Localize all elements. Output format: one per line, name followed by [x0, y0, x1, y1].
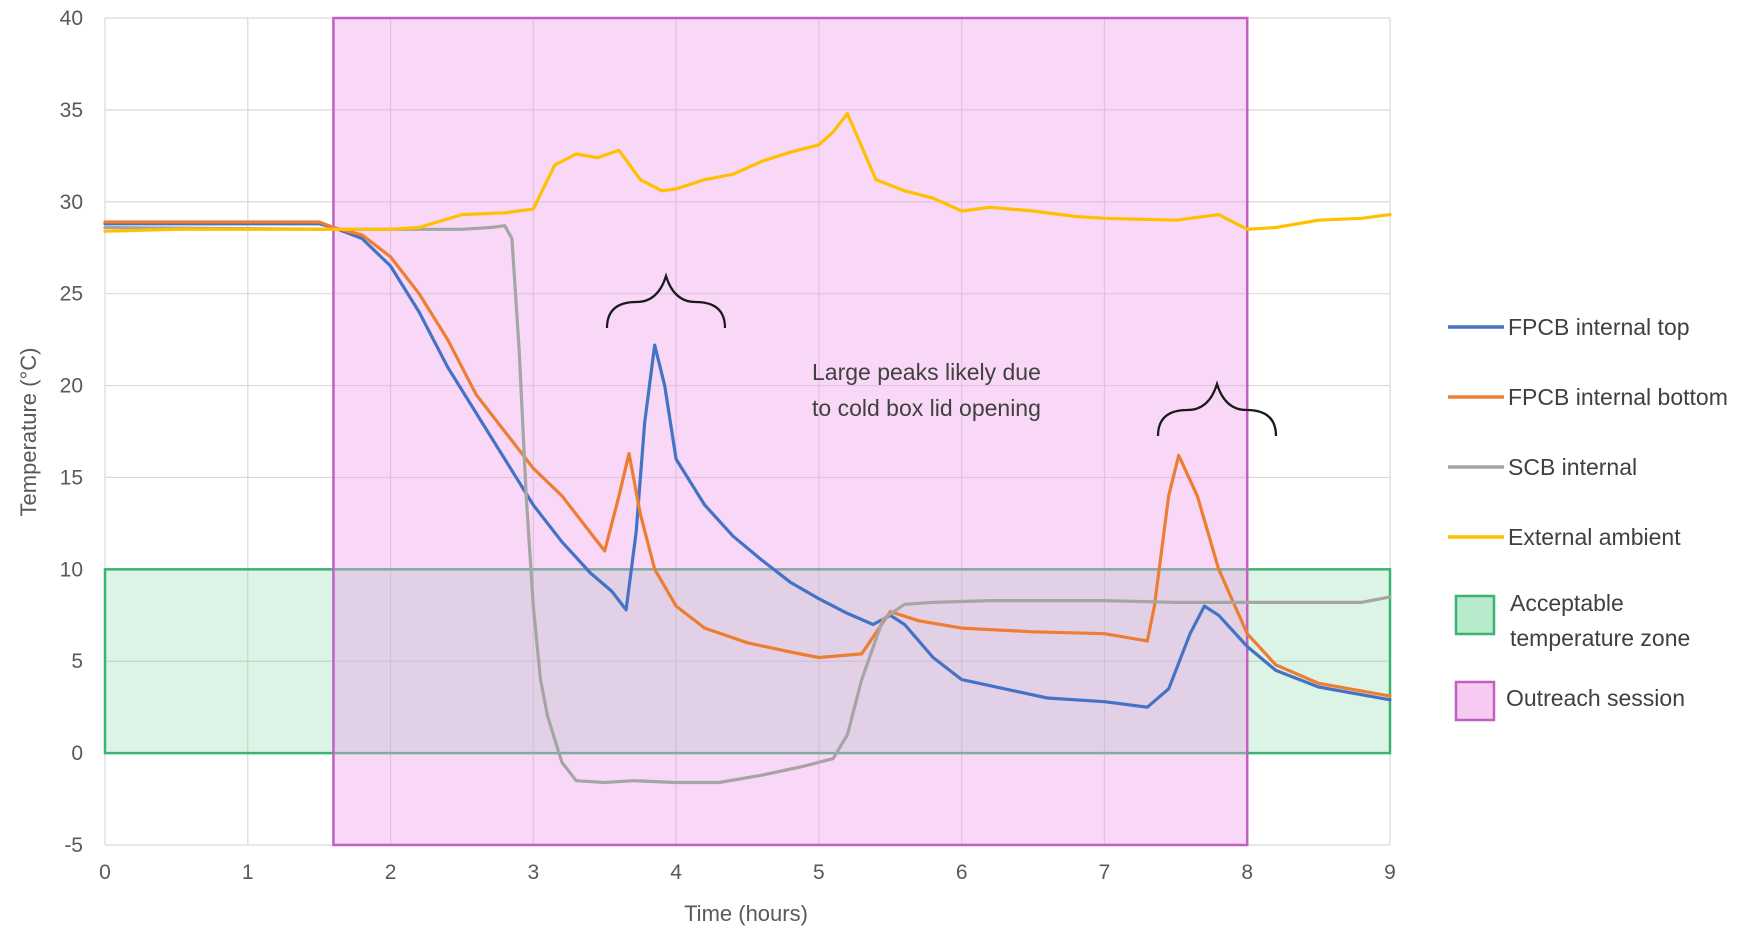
annotation-text: Large peaks likely due to cold box lid o… [812, 359, 1047, 421]
series-line-0 [103, 222, 1392, 709]
legend-label: FPCB internal bottom [1508, 384, 1728, 410]
x-tick-label: 3 [527, 861, 539, 884]
y-tick-label: 20 [60, 375, 83, 398]
curly-brace [605, 272, 727, 329]
grid [104, 17, 1391, 846]
legend-label-zone-line-2: temperature zone [1510, 625, 1690, 651]
x-tick-label: 2 [385, 861, 397, 884]
legend-label: External ambient [1508, 524, 1681, 550]
legend-label-zone: Acceptable temperature zone [1510, 590, 1690, 651]
series-line-2 [103, 224, 1392, 785]
legend: FPCB internal top FPCB internal bottom SCB… [1448, 314, 1728, 722]
x-tick-label: 4 [670, 861, 682, 884]
outreach-session-band [332, 16, 1249, 847]
annotation-braces [605, 272, 1278, 437]
series-lines [103, 112, 1392, 785]
y-tick-label: 40 [60, 7, 83, 30]
x-axis-title: Time (hours) [684, 901, 808, 926]
y-tick-label: 15 [60, 466, 83, 489]
annotation-line-2: to cold box lid opening [812, 395, 1041, 421]
regions [103, 16, 1392, 847]
x-tick-label: 1 [242, 861, 254, 884]
x-tick-label: 7 [1099, 861, 1111, 884]
y-tick-label: -5 [64, 834, 83, 857]
y-tick-label: 35 [60, 99, 83, 122]
y-tick-label: 5 [71, 650, 83, 673]
annotation-line-1: Large peaks likely due [812, 359, 1041, 385]
y-tick-label: 10 [60, 558, 83, 581]
y-tick-label: 0 [71, 742, 83, 765]
legend-label: SCB internal [1508, 454, 1637, 480]
tick-labels: 0 1 2 3 4 5 6 7 8 9 -5 0 5 10 15 20 25 30 35 40 [60, 7, 1396, 884]
curly-brace [1156, 380, 1278, 437]
series-line-1 [103, 220, 1392, 698]
x-tick-label: 6 [956, 861, 968, 884]
y-tick-label: 30 [60, 191, 83, 214]
x-tick-label: 8 [1241, 861, 1253, 884]
series-line-3 [103, 112, 1392, 233]
y-axis-title: Temperature (°C) [16, 348, 41, 517]
legend-label-session: Outreach session [1506, 685, 1685, 711]
legend-label: FPCB internal top [1508, 314, 1690, 340]
legend-label-zone-line-1: Acceptable [1510, 590, 1624, 616]
acceptable-zone-band [103, 568, 1392, 755]
y-tick-label: 25 [60, 283, 83, 306]
x-tick-label: 9 [1384, 861, 1396, 884]
x-tick-label: 5 [813, 861, 825, 884]
legend-swatch-session [1454, 680, 1496, 722]
x-tick-label: 0 [99, 861, 111, 884]
legend-swatch-zone [1454, 594, 1496, 636]
